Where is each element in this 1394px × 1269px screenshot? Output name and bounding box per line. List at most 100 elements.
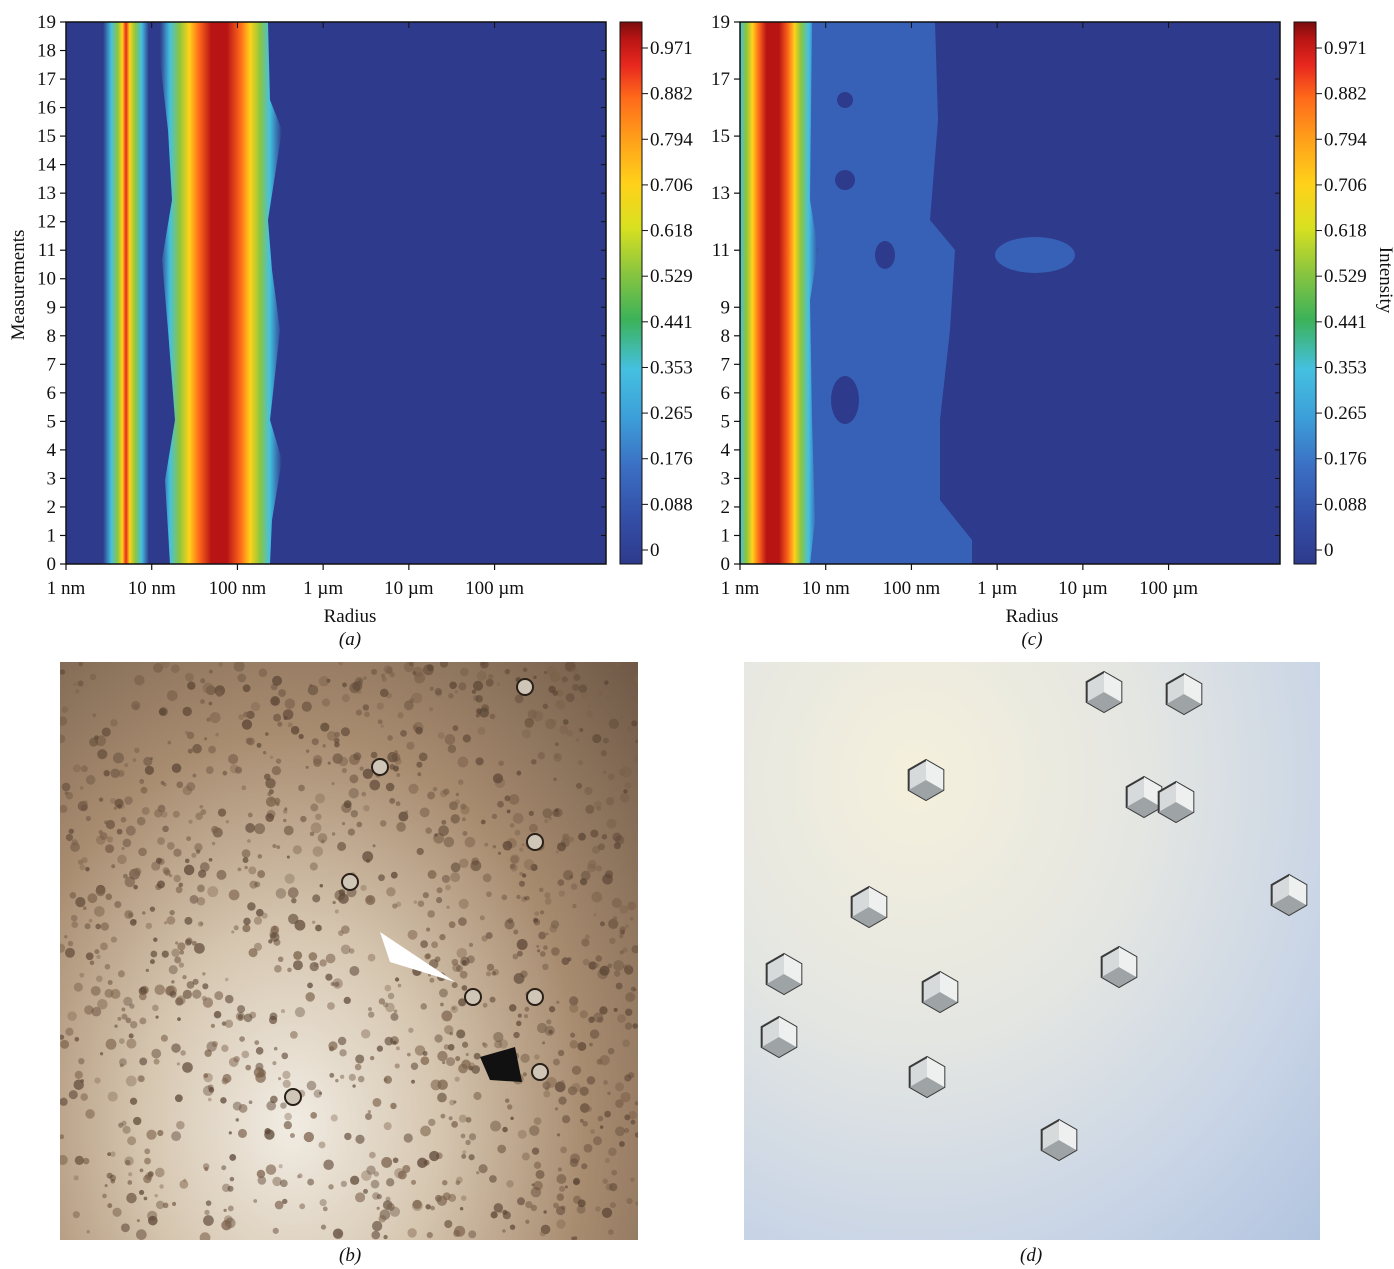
precipitate-speck [239, 1036, 245, 1042]
precipitate-speck [579, 877, 588, 886]
precipitate-speck [519, 847, 524, 852]
colorbar-tick-label: 0.618 [1324, 221, 1367, 242]
precipitate-speck [248, 948, 258, 958]
precipitate-speck [471, 1065, 481, 1074]
precipitate-speck [429, 977, 435, 983]
precipitate-speck [586, 1076, 596, 1085]
precipitate-speck [372, 1192, 380, 1200]
precipitate-speck [272, 843, 277, 849]
precipitate-speck [632, 1023, 638, 1029]
precipitate-speck [162, 825, 169, 833]
precipitate-speck [516, 894, 521, 900]
y-tick-label: 16 [37, 98, 56, 119]
precipitate-speck [174, 1094, 183, 1103]
precipitate-speck [448, 921, 456, 929]
precipitate-speck [420, 1003, 428, 1010]
precipitate-speck [355, 1054, 365, 1064]
precipitate-speck [478, 1164, 488, 1174]
precipitate-speck [441, 819, 447, 825]
precipitate-speck [476, 670, 487, 681]
precipitate-speck [365, 894, 376, 906]
precipitate-speck [91, 1006, 102, 1017]
precipitate-speck [408, 1027, 414, 1033]
precipitate-speck [144, 1157, 151, 1165]
precipitate-speck [307, 982, 313, 989]
precipitate-speck [533, 1117, 542, 1125]
precipitate-speck [452, 725, 459, 732]
precipitate-speck [581, 1163, 588, 1170]
precipitate-speck [280, 1009, 286, 1014]
precipitate-speck [325, 953, 336, 964]
precipitate-speck [341, 694, 350, 703]
crystals-group [760, 670, 1308, 1162]
precipitate-speck [449, 1099, 455, 1106]
precipitate-speck [493, 1203, 504, 1213]
precipitate-speck [60, 943, 66, 953]
precipitate-speck [238, 1104, 248, 1113]
y-tick-label: 8 [721, 326, 731, 347]
precipitate-speck [147, 1215, 158, 1226]
precipitate-speck [470, 860, 482, 872]
precipitate-speck [208, 1087, 215, 1093]
precipitate-speck [312, 920, 316, 924]
precipitate-speck [121, 847, 125, 851]
precipitate-speck [305, 765, 309, 769]
precipitate-speck [124, 796, 133, 805]
precipitate-speck [338, 930, 344, 936]
precipitate-speck [561, 1115, 571, 1124]
precipitate-speck [408, 662, 414, 667]
y-tick-label: 4 [47, 440, 57, 461]
precipitate-speck [183, 1178, 187, 1182]
precipitate-speck [481, 662, 486, 666]
precipitate-speck [334, 731, 340, 738]
precipitate-speck [208, 857, 213, 862]
precipitate-speck [383, 1122, 392, 1131]
precipitate-speck [104, 963, 111, 970]
precipitate-speck [175, 941, 179, 945]
precipitate-speck [341, 768, 347, 774]
precipitate-speck [356, 821, 363, 828]
precipitate-speck [348, 948, 355, 954]
precipitate-speck [582, 958, 590, 966]
small-crystal [464, 988, 482, 1006]
precipitate-speck [228, 753, 239, 765]
precipitate-speck [442, 1060, 446, 1065]
precipitate-speck [579, 1086, 589, 1096]
precipitate-speck [117, 1016, 122, 1021]
precipitate-speck [568, 836, 575, 843]
precipitate-speck [443, 788, 450, 795]
precipitate-speck [266, 1100, 277, 1111]
precipitate-speck [144, 1148, 151, 1155]
precipitate-speck [338, 662, 344, 666]
precipitate-speck [182, 706, 192, 717]
precipitate-speck [465, 1052, 469, 1057]
precipitate-speck [390, 1012, 399, 1021]
precipitate-speck [449, 1031, 453, 1036]
precipitate-speck [145, 968, 150, 973]
precipitate-speck [620, 1092, 631, 1103]
precipitate-speck [228, 1057, 239, 1067]
precipitate-speck [352, 680, 363, 691]
precipitate-speck [319, 883, 324, 888]
precipitate-speck [208, 701, 213, 706]
small-crystal [341, 873, 359, 891]
precipitate-speck [545, 1076, 557, 1088]
precipitate-speck [141, 807, 150, 815]
precipitate-speck [422, 1051, 428, 1056]
precipitate-speck [73, 1175, 79, 1181]
precipitate-speck [389, 672, 395, 678]
precipitate-speck [322, 1206, 328, 1212]
precipitate-speck [208, 745, 216, 754]
precipitate-speck [68, 828, 74, 834]
precipitate-speck [133, 1116, 142, 1126]
precipitate-speck [378, 874, 385, 882]
precipitate-speck [572, 903, 577, 909]
precipitate-speck [443, 836, 455, 848]
precipitate-speck [545, 932, 549, 936]
precipitate-speck [513, 929, 519, 935]
precipitate-speck [167, 842, 175, 850]
colorbar-tick-label: 0.882 [650, 84, 693, 105]
crystal [1085, 670, 1123, 714]
precipitate-speck [221, 1220, 232, 1231]
precipitate-speck [121, 1013, 128, 1020]
